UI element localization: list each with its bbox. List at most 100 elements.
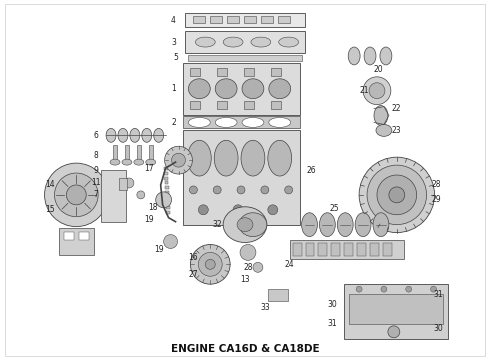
Bar <box>244 68 254 76</box>
Circle shape <box>356 286 362 292</box>
Text: 33: 33 <box>260 302 270 311</box>
Circle shape <box>359 157 435 233</box>
Text: 29: 29 <box>432 195 441 204</box>
Text: 4: 4 <box>171 16 176 25</box>
Circle shape <box>165 146 193 174</box>
Circle shape <box>268 205 278 215</box>
Text: 18: 18 <box>148 203 157 212</box>
Bar <box>164 167 168 170</box>
Circle shape <box>198 252 222 276</box>
Ellipse shape <box>301 213 318 237</box>
Bar <box>125 145 129 160</box>
Bar <box>185 31 305 53</box>
Bar <box>64 231 74 239</box>
Text: 17: 17 <box>144 163 153 172</box>
Ellipse shape <box>241 140 265 176</box>
Circle shape <box>213 186 221 194</box>
Bar <box>217 68 227 76</box>
Text: 21: 21 <box>359 86 369 95</box>
Bar <box>149 145 153 160</box>
Bar <box>244 100 254 109</box>
Bar <box>166 211 171 214</box>
Ellipse shape <box>269 117 291 127</box>
Ellipse shape <box>188 140 211 176</box>
Ellipse shape <box>242 117 264 127</box>
Ellipse shape <box>142 129 152 142</box>
Bar <box>185 13 305 27</box>
Circle shape <box>45 163 108 227</box>
Bar <box>137 145 141 160</box>
Text: 32: 32 <box>212 220 222 229</box>
Bar <box>164 176 168 180</box>
Ellipse shape <box>380 47 392 65</box>
Ellipse shape <box>355 213 371 237</box>
Ellipse shape <box>251 37 271 47</box>
Ellipse shape <box>242 79 264 99</box>
Ellipse shape <box>364 47 376 65</box>
Bar <box>349 294 443 324</box>
Ellipse shape <box>348 47 360 65</box>
Text: 14: 14 <box>45 180 54 189</box>
Circle shape <box>198 205 208 215</box>
Ellipse shape <box>374 105 388 125</box>
Bar <box>191 100 200 109</box>
Bar <box>165 181 169 184</box>
Ellipse shape <box>134 159 144 165</box>
Text: 27: 27 <box>189 270 198 279</box>
Circle shape <box>137 191 145 199</box>
Bar <box>165 192 169 194</box>
Bar <box>344 284 448 339</box>
Bar <box>290 239 404 260</box>
Text: 30: 30 <box>327 300 337 309</box>
Bar <box>383 243 392 256</box>
Text: 1: 1 <box>171 84 176 93</box>
Bar <box>331 243 340 256</box>
Circle shape <box>389 187 405 203</box>
Bar <box>344 243 353 256</box>
Text: 31: 31 <box>327 319 337 328</box>
Ellipse shape <box>106 129 116 142</box>
Text: 31: 31 <box>434 289 443 298</box>
Ellipse shape <box>239 213 267 237</box>
Circle shape <box>191 244 230 284</box>
Circle shape <box>363 77 391 105</box>
Bar <box>189 55 301 61</box>
Bar <box>166 201 170 204</box>
Ellipse shape <box>376 125 392 136</box>
Ellipse shape <box>215 117 237 127</box>
Circle shape <box>164 235 177 248</box>
Circle shape <box>237 186 245 194</box>
Circle shape <box>253 262 263 272</box>
Text: 7: 7 <box>94 190 98 199</box>
Circle shape <box>406 286 412 292</box>
Bar <box>164 172 168 175</box>
Circle shape <box>381 286 387 292</box>
Circle shape <box>205 260 215 269</box>
Bar <box>210 16 222 23</box>
Text: 16: 16 <box>189 253 198 262</box>
Circle shape <box>54 173 98 217</box>
Bar <box>166 196 170 199</box>
Text: 24: 24 <box>285 260 294 269</box>
Circle shape <box>66 185 86 205</box>
Text: ENGINE CA16D & CA18DE: ENGINE CA16D & CA18DE <box>171 344 319 354</box>
Ellipse shape <box>196 37 215 47</box>
Text: 26: 26 <box>307 166 317 175</box>
Ellipse shape <box>337 213 353 237</box>
Bar <box>271 68 281 76</box>
Circle shape <box>190 186 197 194</box>
Bar <box>278 16 290 23</box>
Bar <box>293 243 301 256</box>
Bar <box>194 16 205 23</box>
Ellipse shape <box>122 159 132 165</box>
Circle shape <box>367 165 427 225</box>
Text: 28: 28 <box>243 263 253 272</box>
Ellipse shape <box>223 37 243 47</box>
Bar <box>217 100 227 109</box>
Bar <box>101 170 126 222</box>
Ellipse shape <box>223 207 267 243</box>
Bar <box>183 117 299 129</box>
Text: 22: 22 <box>391 104 401 113</box>
Text: 20: 20 <box>373 66 383 75</box>
Bar <box>318 243 327 256</box>
